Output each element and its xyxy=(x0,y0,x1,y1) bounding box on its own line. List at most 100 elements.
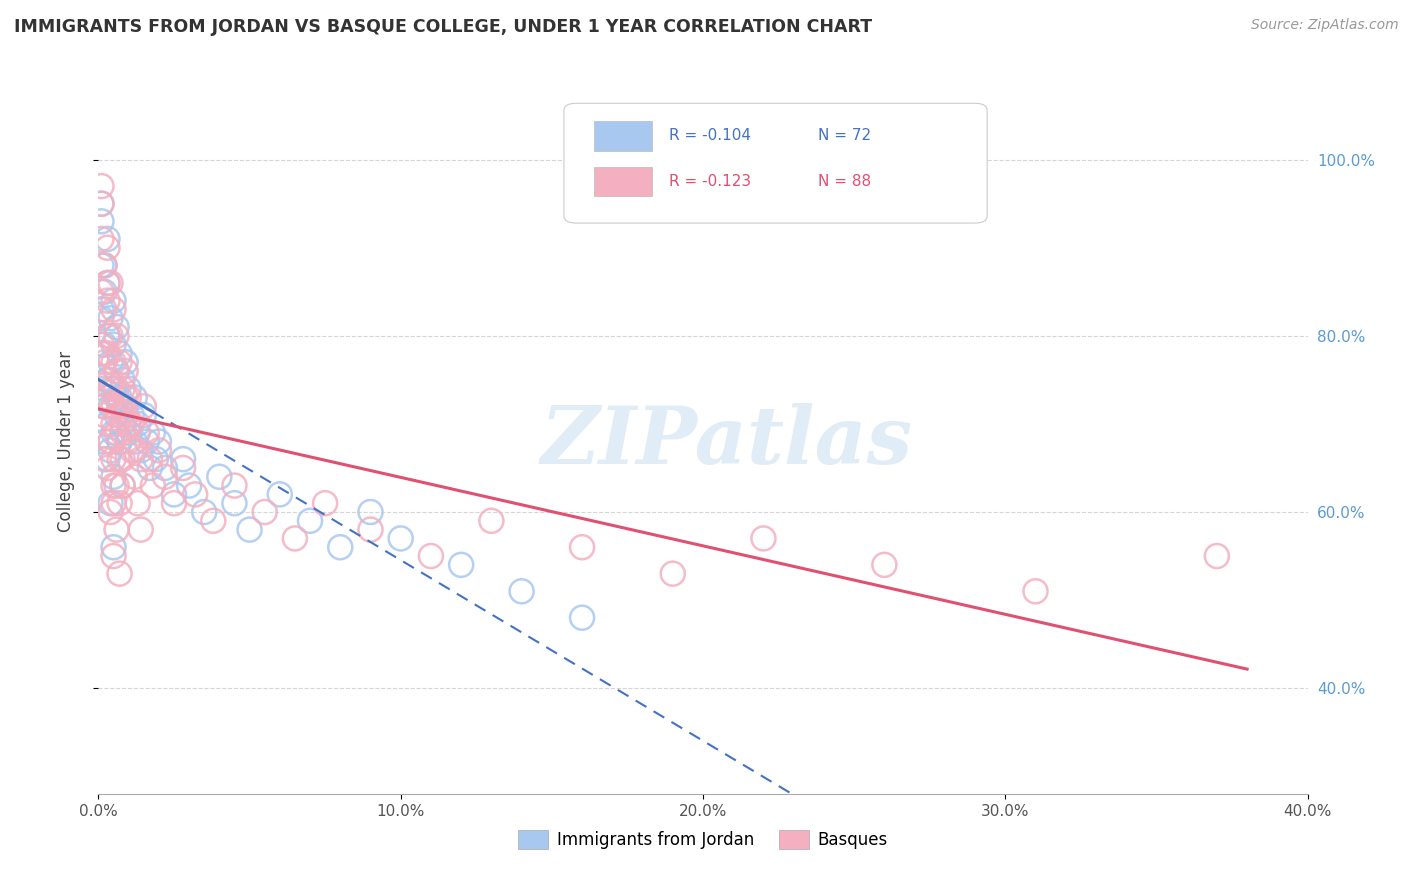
Point xyxy=(114,408,136,422)
Point xyxy=(96,293,118,308)
Point xyxy=(105,478,128,492)
Point xyxy=(124,443,146,458)
Point xyxy=(172,452,194,467)
Text: N = 72: N = 72 xyxy=(818,128,870,144)
Point xyxy=(96,241,118,255)
Point xyxy=(93,399,115,413)
Point xyxy=(103,399,125,413)
Point xyxy=(510,584,533,599)
Point xyxy=(360,505,382,519)
Point xyxy=(90,337,112,351)
Text: R = -0.123: R = -0.123 xyxy=(669,174,751,189)
Point xyxy=(93,337,115,351)
Point xyxy=(121,417,143,431)
Point xyxy=(114,355,136,369)
Point xyxy=(163,487,186,501)
Point xyxy=(108,391,131,405)
Point xyxy=(111,425,134,440)
Point xyxy=(105,425,128,440)
Point xyxy=(132,408,155,422)
Point xyxy=(360,523,382,537)
Point xyxy=(135,434,157,449)
Text: R = -0.104: R = -0.104 xyxy=(669,128,751,144)
Point xyxy=(103,478,125,492)
Point xyxy=(111,478,134,492)
Point xyxy=(96,417,118,431)
Point xyxy=(96,452,118,467)
Point xyxy=(108,346,131,360)
Point xyxy=(90,214,112,228)
Point xyxy=(105,328,128,343)
Point xyxy=(314,496,336,510)
Point xyxy=(100,505,122,519)
Point xyxy=(103,549,125,563)
Point xyxy=(90,311,112,326)
Point xyxy=(108,434,131,449)
Point xyxy=(105,523,128,537)
Point xyxy=(873,558,896,572)
Point xyxy=(208,469,231,483)
FancyBboxPatch shape xyxy=(564,103,987,223)
Point xyxy=(103,382,125,396)
Point xyxy=(1206,549,1229,563)
Point xyxy=(90,346,112,360)
Point xyxy=(100,355,122,369)
Point xyxy=(93,408,115,422)
Point xyxy=(96,276,118,290)
Point xyxy=(105,382,128,396)
Point xyxy=(90,302,112,317)
Point xyxy=(96,373,118,387)
Point xyxy=(103,337,125,351)
Point xyxy=(93,382,115,396)
Point xyxy=(93,285,115,299)
Point xyxy=(100,443,122,458)
Point xyxy=(100,311,122,326)
Point xyxy=(93,258,115,272)
Point xyxy=(105,320,128,334)
Point xyxy=(118,417,141,431)
Point xyxy=(450,558,472,572)
Point xyxy=(118,425,141,440)
Point xyxy=(114,364,136,378)
Point xyxy=(100,382,122,396)
Point xyxy=(253,505,276,519)
Point xyxy=(193,505,215,519)
Point xyxy=(108,408,131,422)
Point xyxy=(108,355,131,369)
Point xyxy=(148,434,170,449)
Point xyxy=(135,425,157,440)
Point xyxy=(571,540,593,554)
Point xyxy=(103,469,125,483)
Point xyxy=(153,469,176,483)
Point xyxy=(103,496,125,510)
Point xyxy=(103,540,125,554)
Point xyxy=(571,610,593,624)
Point xyxy=(111,452,134,467)
Point xyxy=(103,293,125,308)
Point xyxy=(103,417,125,431)
Bar xyxy=(595,121,652,151)
Point xyxy=(121,408,143,422)
Point xyxy=(118,434,141,449)
Point xyxy=(103,302,125,317)
Point xyxy=(752,532,775,546)
Point xyxy=(96,391,118,405)
Point xyxy=(103,355,125,369)
Point xyxy=(139,461,162,475)
Point xyxy=(108,399,131,413)
Point xyxy=(93,399,115,413)
Point xyxy=(114,399,136,413)
Point xyxy=(93,355,115,369)
Point xyxy=(90,179,112,194)
Point xyxy=(100,434,122,449)
Point xyxy=(129,443,152,458)
Point xyxy=(179,478,201,492)
Point xyxy=(111,417,134,431)
Text: IMMIGRANTS FROM JORDAN VS BASQUE COLLEGE, UNDER 1 YEAR CORRELATION CHART: IMMIGRANTS FROM JORDAN VS BASQUE COLLEGE… xyxy=(14,18,872,36)
Point xyxy=(96,328,118,343)
Point xyxy=(96,346,118,360)
Point xyxy=(202,514,225,528)
Point xyxy=(96,461,118,475)
Point xyxy=(100,434,122,449)
Point xyxy=(105,408,128,422)
